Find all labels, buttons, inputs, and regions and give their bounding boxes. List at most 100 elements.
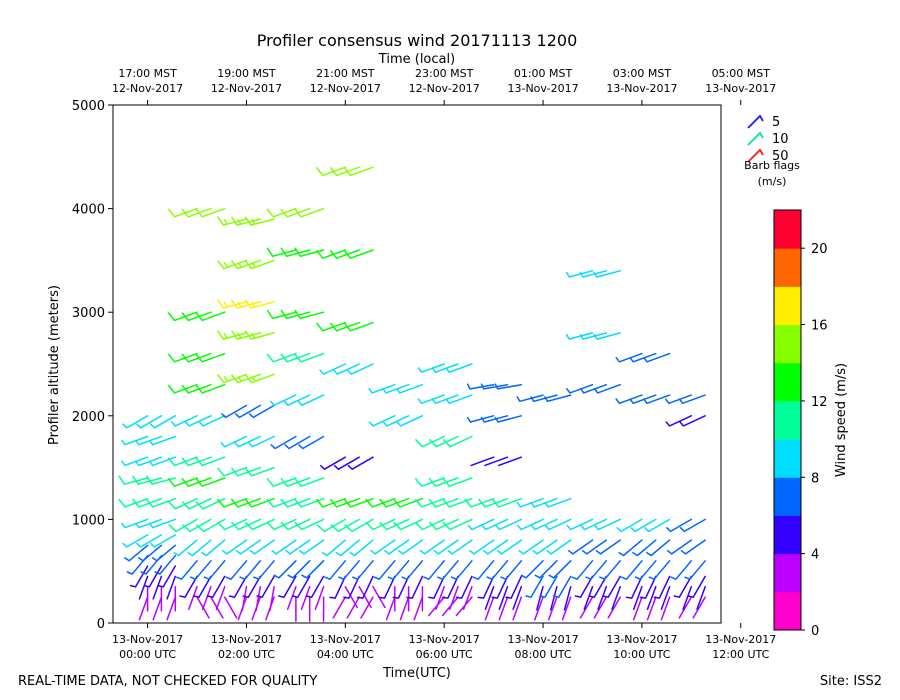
wind-barb — [244, 373, 275, 384]
y-tick-label: 4000 — [72, 203, 105, 218]
wind-barb — [278, 575, 297, 598]
wind-barb — [285, 539, 311, 555]
wind-barb — [433, 539, 459, 555]
wind-barb — [294, 247, 325, 258]
wind-barb — [574, 575, 594, 598]
wind-barb — [639, 575, 657, 599]
wind-barb — [594, 518, 621, 531]
wind-barb — [166, 575, 177, 600]
wind-barb — [146, 497, 177, 508]
wind-barb — [148, 518, 177, 529]
wind-barb — [419, 539, 445, 555]
wind-barb — [634, 560, 657, 580]
x-tick-date: 13-Nov-2017 — [507, 633, 578, 646]
wind-barb — [580, 518, 608, 531]
wind-barb — [442, 435, 473, 448]
wind-barb — [532, 539, 558, 555]
wind-barb — [579, 596, 594, 619]
barb-legend-title: Barb flags — [744, 159, 800, 172]
wind-barb — [684, 560, 706, 580]
wind-barb — [442, 477, 473, 487]
wind-barb — [472, 560, 495, 580]
wind-barb — [495, 518, 523, 531]
colorbar-segment — [774, 210, 801, 249]
wind-barb — [330, 518, 360, 533]
wind-barb — [244, 497, 275, 508]
wind-barb — [195, 311, 226, 322]
wind-barb — [571, 560, 594, 580]
colorbar-segment — [774, 324, 801, 364]
top-tick-time: 03:00 MST — [613, 67, 672, 80]
wind-barb — [467, 518, 495, 531]
wind-barb — [646, 539, 671, 557]
wind-barb — [286, 585, 297, 611]
wind-barb — [687, 575, 706, 598]
wind-barb — [332, 596, 347, 619]
wind-barb — [148, 456, 177, 467]
wind-barb — [563, 585, 572, 611]
x-tick-date: 13-Nov-2017 — [705, 633, 776, 646]
wind-barb — [266, 518, 297, 531]
wind-barb — [349, 539, 374, 557]
wind-barb — [319, 363, 347, 375]
wind-barb — [294, 309, 325, 320]
wind-barb — [184, 415, 212, 427]
wind-barb — [352, 560, 374, 580]
x-axis-label: Time(UTC) — [382, 666, 451, 681]
wind-barb — [360, 596, 374, 619]
wind-barb — [455, 575, 473, 599]
wind-barb — [435, 585, 445, 611]
wind-barb — [244, 259, 275, 270]
wind-barb — [234, 435, 262, 448]
wind-barb — [679, 415, 706, 427]
wind-barb — [248, 435, 275, 448]
quality-disclaimer: REAL-TIME DATA, NOT CHECKED FOR QUALITY — [18, 674, 318, 689]
wind-barb — [242, 575, 262, 598]
wind-barb — [653, 575, 671, 599]
wind-barb — [124, 544, 149, 562]
wind-barb — [343, 321, 374, 332]
wind-barb — [437, 560, 459, 580]
wind-barb — [518, 539, 544, 555]
wind-barb — [616, 518, 643, 533]
wind-barb — [497, 456, 523, 467]
x-tick-date: 13-Nov-2017 — [211, 633, 282, 646]
top-tick-date: 12-Nov-2017 — [310, 82, 381, 95]
wind-barb — [347, 456, 374, 470]
wind-barb — [188, 585, 198, 611]
colorbar-tick-label: 8 — [811, 471, 819, 486]
wind-barb — [203, 560, 226, 580]
wind-barb — [245, 518, 275, 531]
wind-barb — [385, 596, 396, 621]
colorbar-segment — [774, 591, 801, 631]
wind-barb — [346, 596, 360, 619]
colorbar-segment — [774, 400, 801, 440]
wind-barb — [223, 596, 238, 619]
wind-barb — [248, 404, 275, 419]
wind-barb — [365, 518, 396, 531]
wind-barb — [338, 560, 360, 580]
wind-barb — [241, 585, 248, 612]
x-tick-time: 08:00 UTC — [515, 648, 572, 661]
wind-barb — [294, 477, 325, 487]
x-tick-time: 12:00 UTC — [712, 648, 769, 661]
wind-barb — [387, 560, 410, 580]
wind-barb — [486, 560, 509, 580]
wind-barb — [228, 575, 248, 598]
wind-barb — [283, 394, 311, 406]
wind-barb — [666, 539, 693, 555]
wind-barb — [466, 383, 495, 390]
wind-barb — [148, 435, 177, 446]
top-tick-time: 05:00 MST — [712, 67, 771, 80]
wind-barb — [496, 539, 523, 555]
top-tick-time: 23:00 MST — [415, 67, 474, 80]
wind-barb — [441, 575, 459, 599]
wind-barb — [195, 456, 226, 467]
wind-barb — [632, 539, 657, 557]
wind-barb — [442, 497, 473, 508]
wind-barb — [324, 560, 347, 580]
wind-barb — [179, 575, 198, 598]
barb-legend-symbol — [747, 131, 764, 146]
top-tick-time: 21:00 MST — [316, 67, 375, 80]
colorbar-segment — [774, 248, 801, 287]
